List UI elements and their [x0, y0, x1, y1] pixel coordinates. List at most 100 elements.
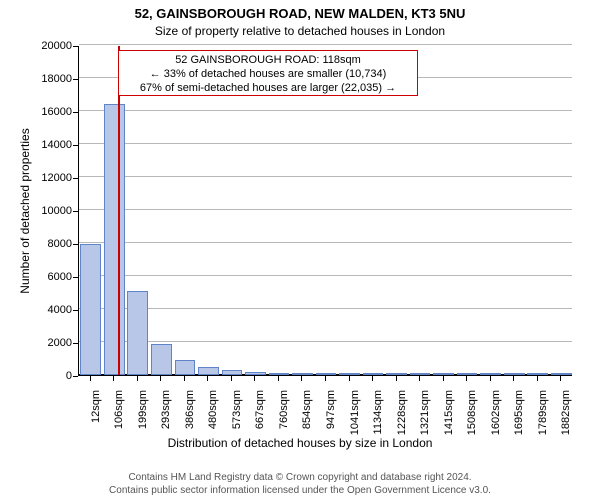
histogram-bar	[551, 373, 572, 375]
x-tick-label: 1321sqm	[419, 390, 431, 444]
grid-line	[79, 209, 572, 210]
histogram-bar	[198, 367, 219, 375]
histogram-bar	[504, 373, 525, 375]
histogram-bar	[316, 373, 337, 375]
histogram-bar	[363, 373, 384, 375]
x-tick-mark	[490, 376, 491, 381]
histogram-bar	[175, 360, 196, 375]
y-tick-mark	[73, 46, 78, 47]
x-tick-mark	[396, 376, 397, 381]
histogram-bar	[222, 370, 243, 375]
x-tick-label: 106sqm	[113, 390, 125, 444]
x-tick-mark	[372, 376, 373, 381]
y-tick-mark	[73, 244, 78, 245]
y-tick-mark	[73, 79, 78, 80]
x-tick-label: 667sqm	[254, 390, 266, 444]
histogram-bar	[104, 104, 125, 375]
grid-line	[79, 242, 572, 243]
x-tick-label: 1695sqm	[513, 390, 525, 444]
histogram-bar	[433, 373, 454, 375]
y-tick-label: 8000	[26, 238, 72, 250]
x-tick-label: 1882sqm	[560, 390, 572, 444]
x-tick-label: 12sqm	[90, 390, 102, 444]
footer-line-2: Contains public sector information licen…	[0, 485, 600, 496]
annotation-line: 52 GAINSBOROUGH ROAD: 118sqm	[119, 53, 417, 67]
histogram-bar	[269, 373, 290, 375]
x-tick-label: 386sqm	[184, 390, 196, 444]
y-tick-mark	[73, 376, 78, 377]
y-tick-label: 12000	[26, 172, 72, 184]
x-tick-label: 1508sqm	[466, 390, 478, 444]
x-tick-mark	[278, 376, 279, 381]
histogram-bar	[339, 373, 360, 375]
histogram-bar	[410, 373, 431, 375]
chart-container: 52, GAINSBOROUGH ROAD, NEW MALDEN, KT3 5…	[0, 0, 600, 500]
grid-line	[79, 275, 572, 276]
x-tick-mark	[254, 376, 255, 381]
x-tick-label: 760sqm	[278, 390, 290, 444]
x-tick-mark	[113, 376, 114, 381]
x-tick-label: 480sqm	[207, 390, 219, 444]
y-tick-label: 6000	[26, 271, 72, 283]
histogram-bar	[151, 344, 172, 375]
histogram-bar	[127, 291, 148, 375]
x-tick-mark	[560, 376, 561, 381]
y-tick-label: 20000	[26, 40, 72, 52]
x-tick-mark	[325, 376, 326, 381]
histogram-bar	[386, 373, 407, 375]
histogram-bar	[245, 372, 266, 375]
y-tick-label: 18000	[26, 73, 72, 85]
annotation-box: 52 GAINSBOROUGH ROAD: 118sqm← 33% of det…	[118, 50, 418, 96]
y-tick-mark	[73, 343, 78, 344]
x-tick-mark	[537, 376, 538, 381]
x-tick-label: 947sqm	[325, 390, 337, 444]
x-tick-label: 199sqm	[137, 390, 149, 444]
x-tick-mark	[301, 376, 302, 381]
x-tick-mark	[443, 376, 444, 381]
x-tick-mark	[207, 376, 208, 381]
grid-line	[79, 341, 572, 342]
x-tick-mark	[137, 376, 138, 381]
histogram-bar	[527, 373, 548, 375]
y-tick-mark	[73, 277, 78, 278]
annotation-line: 67% of semi-detached houses are larger (…	[119, 81, 417, 95]
grid-line	[79, 176, 572, 177]
chart-subtitle: Size of property relative to detached ho…	[0, 24, 600, 38]
y-tick-label: 2000	[26, 337, 72, 349]
x-tick-label: 1041sqm	[349, 390, 361, 444]
x-tick-mark	[466, 376, 467, 381]
x-tick-mark	[231, 376, 232, 381]
x-tick-mark	[90, 376, 91, 381]
grid-line	[79, 44, 572, 45]
x-tick-label: 573sqm	[231, 390, 243, 444]
annotation-line: ← 33% of detached houses are smaller (10…	[119, 67, 417, 81]
x-tick-mark	[184, 376, 185, 381]
x-tick-label: 1228sqm	[396, 390, 408, 444]
x-tick-mark	[419, 376, 420, 381]
histogram-bar	[292, 373, 313, 375]
chart-title: 52, GAINSBOROUGH ROAD, NEW MALDEN, KT3 5…	[0, 6, 600, 21]
histogram-bar	[457, 373, 478, 375]
x-tick-label: 293sqm	[160, 390, 172, 444]
x-tick-label: 1789sqm	[537, 390, 549, 444]
y-tick-label: 0	[26, 370, 72, 382]
x-tick-label: 1415sqm	[443, 390, 455, 444]
x-tick-mark	[349, 376, 350, 381]
histogram-bar	[480, 373, 501, 375]
footer-line-1: Contains HM Land Registry data © Crown c…	[0, 472, 600, 483]
y-tick-mark	[73, 211, 78, 212]
grid-line	[79, 308, 572, 309]
grid-line	[79, 143, 572, 144]
y-tick-label: 14000	[26, 139, 72, 151]
y-tick-label: 16000	[26, 106, 72, 118]
grid-line	[79, 110, 572, 111]
y-tick-mark	[73, 310, 78, 311]
x-tick-label: 1602sqm	[490, 390, 502, 444]
y-tick-label: 10000	[26, 205, 72, 217]
x-tick-mark	[160, 376, 161, 381]
y-tick-mark	[73, 178, 78, 179]
x-tick-label: 1134sqm	[372, 390, 384, 444]
x-tick-label: 854sqm	[301, 390, 313, 444]
histogram-bar	[80, 244, 101, 375]
y-tick-mark	[73, 112, 78, 113]
